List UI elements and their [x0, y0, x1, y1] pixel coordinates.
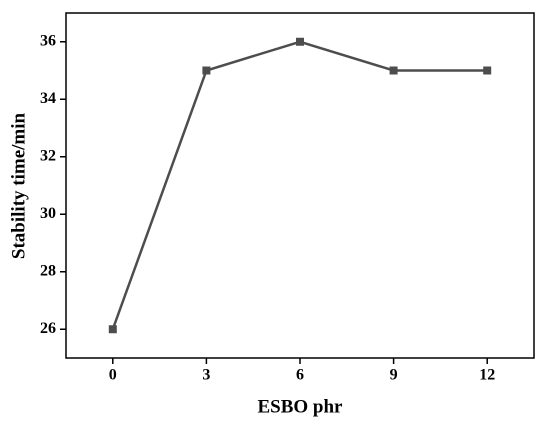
y-tick-label: 32: [40, 147, 56, 164]
data-point: [389, 66, 398, 75]
data-point: [202, 66, 211, 75]
data-point: [483, 66, 492, 75]
data-point: [108, 325, 117, 334]
x-axis-title: ESBO phr: [257, 396, 343, 417]
x-tick-label: 9: [390, 367, 398, 384]
plot-frame: [65, 12, 535, 359]
y-tick-label: 34: [40, 90, 56, 107]
data-line: [111, 40, 488, 330]
x-tick-label: 3: [202, 367, 210, 384]
y-tick-label: 26: [40, 320, 56, 337]
y-tick-label: 28: [40, 262, 56, 279]
x-tick-label: 0: [109, 367, 117, 384]
y-tick-label: 36: [40, 32, 56, 49]
data-point: [296, 37, 304, 46]
y-tick-label: 30: [40, 205, 56, 222]
y-axis-title: Stability time/min: [8, 112, 29, 259]
x-tick-label: 12: [479, 367, 495, 384]
x-tick-label: 6: [296, 367, 304, 384]
